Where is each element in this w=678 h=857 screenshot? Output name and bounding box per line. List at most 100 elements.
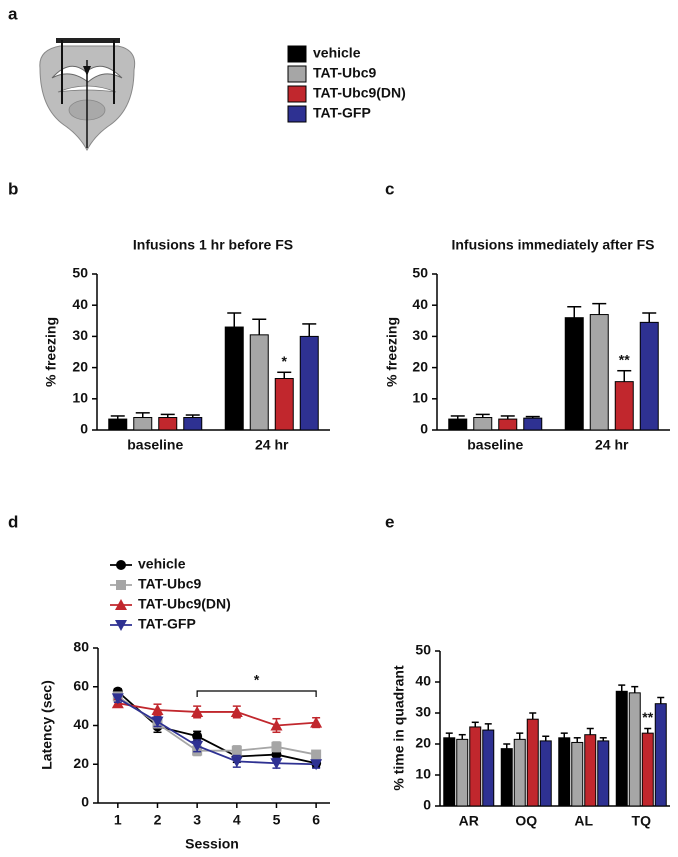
legend-swatch bbox=[287, 45, 307, 63]
bar bbox=[654, 703, 667, 807]
y-axis-label: % freezing bbox=[43, 317, 59, 387]
bar bbox=[615, 690, 628, 807]
y-tick-label: 0 bbox=[80, 421, 88, 437]
significance: * bbox=[254, 672, 260, 688]
line bbox=[117, 697, 317, 766]
x-tick-label: 3 bbox=[193, 812, 201, 828]
bar bbox=[589, 314, 609, 431]
point bbox=[270, 719, 283, 731]
x-tick-label: 24 hr bbox=[595, 437, 629, 453]
bracket bbox=[196, 690, 317, 697]
line bbox=[117, 702, 317, 727]
x-tick-label: 24 hr bbox=[255, 437, 289, 453]
point bbox=[115, 620, 127, 631]
legend-label: vehicle bbox=[138, 556, 186, 572]
panel-label: b bbox=[8, 179, 18, 198]
point bbox=[151, 704, 164, 715]
bar bbox=[299, 335, 319, 431]
bar bbox=[473, 417, 493, 431]
x-axis-label: Session bbox=[185, 836, 239, 852]
x-tick-label: OQ bbox=[515, 813, 537, 829]
legend-label: vehicle bbox=[313, 45, 361, 61]
bar bbox=[456, 738, 469, 807]
bar bbox=[448, 418, 468, 431]
legend-label: TAT-Ubc9 bbox=[313, 65, 376, 81]
bar bbox=[482, 729, 495, 807]
point bbox=[191, 740, 204, 752]
brain-illustration bbox=[39, 38, 136, 152]
y-tick-label: 20 bbox=[412, 358, 428, 374]
panel-label: c bbox=[385, 179, 394, 198]
y-axis-label: Latency (sec) bbox=[39, 680, 55, 769]
bar bbox=[513, 738, 526, 807]
y-axis-label: % time in quadrant bbox=[391, 665, 407, 791]
bar bbox=[183, 417, 203, 431]
bar bbox=[469, 726, 482, 807]
point bbox=[151, 716, 164, 728]
bar bbox=[558, 737, 571, 807]
chart-title: Infusions immediately after FS bbox=[451, 237, 654, 253]
chart-title: Infusions 1 hr before FS bbox=[133, 237, 293, 253]
significance: ** bbox=[642, 709, 653, 725]
legend-swatch bbox=[287, 85, 307, 103]
significance: ** bbox=[619, 351, 630, 367]
legend-swatch bbox=[287, 105, 307, 123]
panel-label: a bbox=[8, 4, 18, 23]
point bbox=[311, 749, 322, 760]
bar bbox=[597, 740, 610, 807]
y-tick-label: 30 bbox=[412, 327, 428, 343]
bar bbox=[498, 418, 518, 431]
x-tick-label: baseline bbox=[127, 437, 183, 453]
x-tick-label: 1 bbox=[114, 812, 122, 828]
panel-label: e bbox=[385, 512, 394, 531]
point bbox=[116, 560, 126, 570]
point bbox=[270, 758, 283, 770]
bar bbox=[108, 418, 128, 431]
legend-swatch bbox=[287, 65, 307, 83]
y-tick-label: 0 bbox=[423, 797, 431, 813]
bar bbox=[274, 378, 294, 431]
point bbox=[310, 716, 323, 728]
y-tick-label: 10 bbox=[412, 390, 428, 406]
legend-label: TAT-Ubc9(DN) bbox=[138, 596, 231, 612]
y-tick-label: 50 bbox=[412, 265, 428, 281]
y-tick-label: 0 bbox=[81, 794, 89, 810]
bar bbox=[584, 734, 597, 807]
bar bbox=[443, 737, 456, 807]
x-tick-label: baseline bbox=[467, 437, 523, 453]
y-tick-label: 40 bbox=[415, 673, 431, 689]
x-tick-label: 2 bbox=[154, 812, 162, 828]
y-tick-label: 80 bbox=[73, 639, 89, 655]
y-tick-label: 30 bbox=[72, 327, 88, 343]
y-tick-label: 40 bbox=[412, 296, 428, 312]
x-tick-label: TQ bbox=[632, 813, 652, 829]
legend-label: TAT-Ubc9(DN) bbox=[313, 85, 406, 101]
legend-label: TAT-GFP bbox=[138, 616, 196, 632]
point bbox=[231, 745, 242, 756]
x-tick-label: 4 bbox=[233, 812, 241, 828]
point bbox=[230, 705, 243, 717]
y-tick-label: 20 bbox=[72, 358, 88, 374]
bar bbox=[628, 692, 641, 807]
y-tick-label: 0 bbox=[420, 421, 428, 437]
point bbox=[115, 599, 127, 610]
y-tick-label: 60 bbox=[73, 677, 89, 693]
point bbox=[230, 756, 243, 768]
y-tick-label: 10 bbox=[415, 766, 431, 782]
bar bbox=[639, 321, 659, 431]
y-tick-label: 20 bbox=[73, 755, 89, 771]
legend-label: TAT-Ubc9 bbox=[138, 576, 201, 592]
point bbox=[271, 741, 282, 752]
point bbox=[191, 705, 204, 717]
y-axis-label: % freezing bbox=[384, 317, 400, 387]
x-tick-label: 5 bbox=[273, 812, 281, 828]
bar bbox=[526, 718, 539, 807]
x-tick-label: 6 bbox=[312, 812, 320, 828]
point bbox=[111, 693, 124, 705]
x-tick-label: AL bbox=[574, 813, 593, 829]
y-tick-label: 10 bbox=[72, 390, 88, 406]
significance: * bbox=[282, 353, 288, 369]
bar bbox=[224, 326, 244, 431]
y-tick-label: 50 bbox=[72, 265, 88, 281]
bar bbox=[523, 417, 543, 431]
